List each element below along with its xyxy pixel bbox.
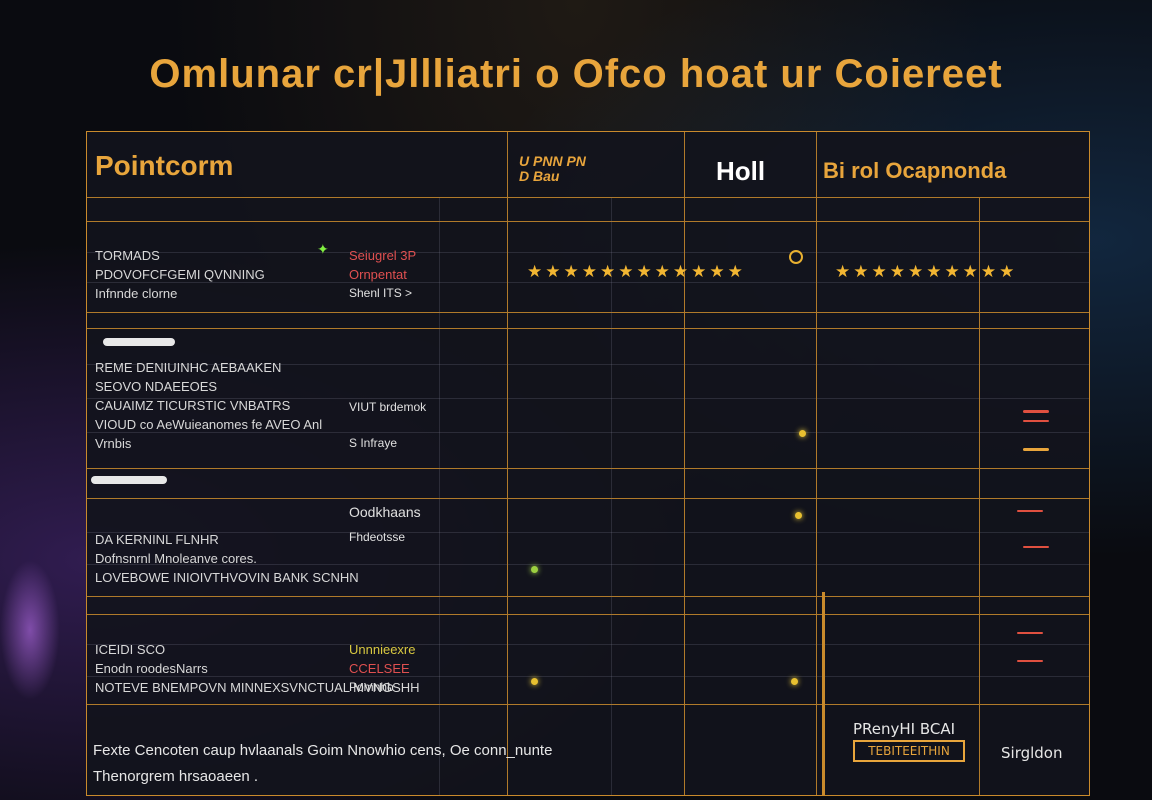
- grid-faint: [611, 197, 612, 795]
- rating-stars: ★★★★★★★★★★: [835, 262, 1018, 282]
- grid-faint: [439, 197, 440, 795]
- status-dot: [531, 566, 538, 573]
- row-divider: [87, 614, 1089, 615]
- row-2-label-line: VIOUD co AeWuieanomes fe AVEO Anl: [95, 417, 323, 432]
- status-dash: [1023, 420, 1049, 422]
- background-glow: [0, 560, 60, 700]
- footer-line-2: Thenorgrem hrsaoaeen .: [93, 768, 259, 785]
- status-dot: [795, 512, 802, 519]
- row-4-detail-line: CCELSEE: [349, 661, 410, 676]
- badge-icon: [789, 250, 803, 264]
- row-4-detail-line: Pomnhb: [349, 680, 394, 694]
- status-dash: [1017, 660, 1043, 662]
- rating-stars: ★★★★★★★★★★★★: [527, 262, 746, 282]
- col-divider: [816, 132, 817, 795]
- row-1-detail: Seiugrel 3P Ornpentat Shenl ITS >: [349, 246, 416, 303]
- status-dot: [799, 430, 806, 437]
- row-4-label-line: ICEIDI SCO: [95, 642, 166, 657]
- grid-faint: [87, 252, 1089, 253]
- row-1-label-line: TORMADS: [95, 248, 160, 263]
- row-3-heading: Oodkhaans: [349, 504, 421, 520]
- row-2-label-line: SEOVO NDAEEOES: [95, 379, 218, 394]
- price-column-marker: [822, 592, 825, 795]
- comparison-table: Pointcorm U PNN PN D Bau Holl Bi rol Oca…: [86, 131, 1090, 796]
- status-dash: [1023, 410, 1049, 413]
- row-4-label-line: NOTEVE BNEMPOVN MINNEXSVNCTUAL MVNGSHH: [95, 680, 420, 695]
- status-dash: [1023, 546, 1049, 548]
- row-divider: [87, 312, 1089, 313]
- header-col1-line1: U PNN PN: [519, 153, 586, 169]
- col-divider: [979, 197, 980, 795]
- grid-faint: [87, 282, 1089, 283]
- col-divider: [507, 132, 508, 795]
- row-2-label-line: Vrnbis: [95, 436, 132, 451]
- row-1-detail-line: Seiugrel 3P: [349, 248, 417, 263]
- row-1-detail-line: Ornpentat: [349, 267, 407, 282]
- grid-faint: [87, 532, 1089, 533]
- status-dot: [791, 678, 798, 685]
- grid-faint: [87, 432, 1089, 433]
- row-3-label-line: Dofnsnrnl Mnoleanve cores.: [95, 551, 257, 566]
- row-divider: [87, 468, 1089, 469]
- row-1-detail-link[interactable]: Shenl ITS >: [349, 286, 413, 300]
- grid-faint: [87, 564, 1089, 565]
- row-divider: [87, 328, 1089, 329]
- row-4-label-line: Enodn roodesNarrs: [95, 661, 208, 676]
- status-dash: [1023, 448, 1049, 451]
- col-divider: [684, 132, 685, 795]
- header-col2: Holl: [716, 156, 766, 186]
- row-1-label-line: Infnnde clorne: [95, 286, 178, 301]
- row-4-label: ICEIDI SCO Enodn roodesNarrs NOTEVE BNEM…: [95, 640, 420, 697]
- price-label: PRenyHI BCAI: [853, 720, 956, 738]
- header-divider: [87, 197, 1089, 198]
- row-3-label: DA KERNINL FLNHR Dofnsnrnl Mnoleanve cor…: [95, 530, 359, 587]
- grid-faint: [87, 644, 1089, 645]
- row-3-label-line: DA KERNINL FLNHR: [95, 532, 219, 547]
- row-1-label: TORMADS PDOVOFCFGEMI QVNNING Infnnde clo…: [95, 246, 265, 303]
- price-button[interactable]: TEBITEEITHIN: [853, 740, 965, 762]
- row-3-detail: Fhdeotsse: [349, 530, 406, 544]
- row-2-label-line: REME DENIUINHC AEBAAKEN: [95, 360, 282, 375]
- row-divider: [87, 221, 1089, 222]
- sparkle-icon: ✦: [317, 242, 329, 258]
- header-col1-line2: D Bau: [519, 168, 560, 184]
- section-marker: [103, 338, 175, 346]
- header-col3: Bi rol Ocapnonda: [823, 158, 1007, 183]
- row-2-label-line: CAUAIMZ TICURSTIC VNBATRS: [95, 398, 291, 413]
- grid-faint: [87, 398, 1089, 399]
- status-dash: [1017, 510, 1043, 512]
- row-divider: [87, 498, 1089, 499]
- status-dot: [531, 678, 538, 685]
- footer-line-1: Fexte Cencoten caup hvlaanals Goim Nnowh…: [93, 742, 553, 759]
- row-divider: [87, 704, 1089, 705]
- row-1-label-line: PDOVOFCFGEMI QVNNING: [95, 267, 265, 282]
- row-4-detail-line: Unnnieexre: [349, 642, 416, 657]
- footer-right-label: Sirgldon: [1001, 744, 1063, 762]
- row-3-label-line: LOVEBOWE INIOIVTHVOVIN BANK SCNHN: [95, 570, 359, 585]
- page-title: Omlunar cr|Jllliatri o Ofco hoat ur Coie…: [149, 52, 1003, 96]
- row-2-detail: VIUT brdemok: [349, 400, 427, 414]
- row-2-detail: S Infraye: [349, 436, 398, 450]
- header-col1: U PNN PN D Bau: [519, 154, 586, 184]
- section-marker: [91, 476, 167, 484]
- row-divider: [87, 596, 1089, 597]
- row-2-label: REME DENIUINHC AEBAAKEN SEOVO NDAEEOES C…: [95, 358, 322, 453]
- header-platform: Pointcorm: [95, 150, 234, 181]
- status-dash: [1017, 632, 1043, 634]
- grid-faint: [87, 676, 1089, 677]
- row-4-detail: Unnnieexre CCELSEE Pomnhb: [349, 640, 416, 697]
- grid-faint: [87, 364, 1089, 365]
